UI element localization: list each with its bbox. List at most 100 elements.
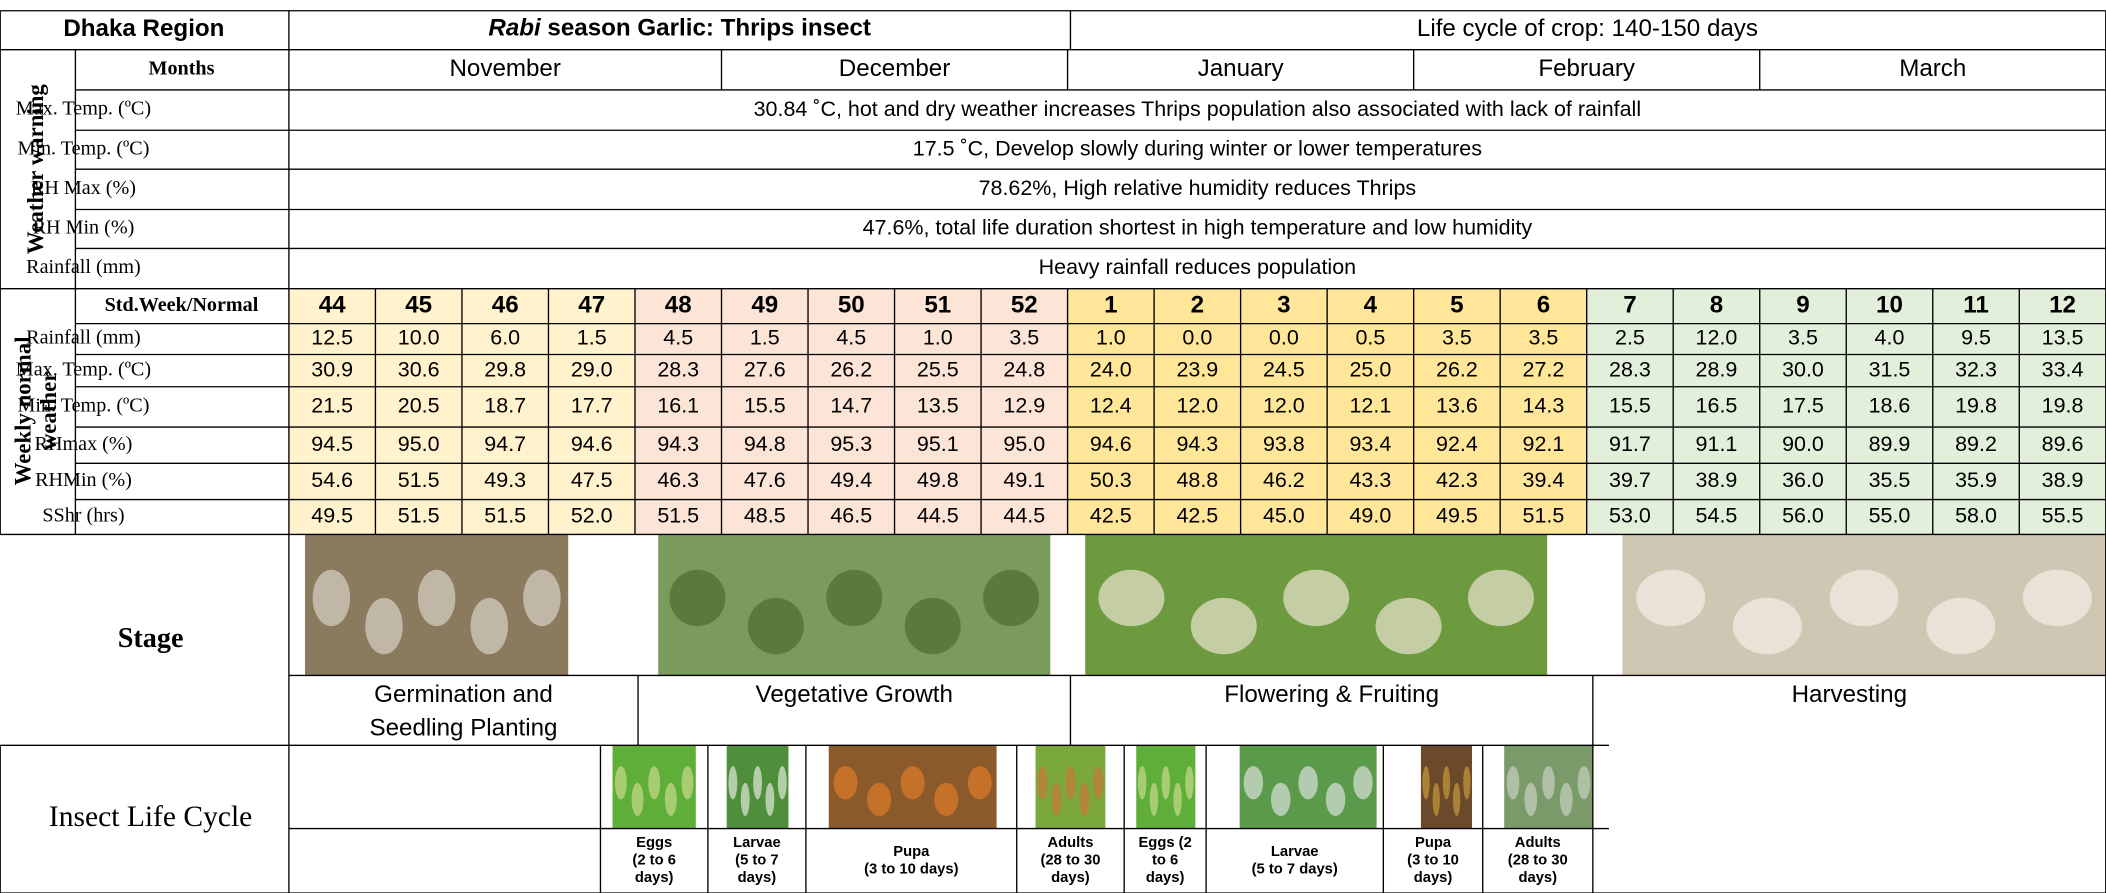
weather-value: 4.5: [836, 326, 866, 350]
weather-value: 51.5: [398, 504, 440, 528]
weather-value: 49.4: [830, 468, 872, 492]
weather-value: 35.9: [1955, 468, 1997, 492]
weather-value: 45.0: [1263, 504, 1305, 528]
weather-value: 51.5: [1523, 504, 1565, 528]
photo-detail: [1376, 598, 1442, 654]
photo-detail: [1433, 783, 1440, 816]
warning-text: 47.6%, total life duration shortest in h…: [863, 216, 1533, 240]
photo-detail: [1926, 598, 1995, 654]
weather-value: 94.6: [1090, 432, 1132, 456]
photo-detail: [2023, 570, 2092, 626]
photo-detail: [669, 570, 725, 626]
weather-value: 1.0: [923, 326, 953, 350]
row-label: Months: [148, 57, 214, 79]
weather-value: 90.0: [1782, 432, 1824, 456]
weather-value: 23.9: [1176, 357, 1218, 381]
photo-detail: [470, 598, 508, 654]
weather-value: 51.5: [484, 504, 526, 528]
weather-value: 94.3: [657, 432, 699, 456]
insect-stage: (28 to 30: [1041, 853, 1101, 869]
weather-value: 91.1: [1696, 432, 1738, 456]
photo-detail: [1578, 766, 1591, 799]
weather-value: 36.0: [1782, 468, 1824, 492]
photo: [1421, 745, 1472, 828]
weather-value: 39.4: [1523, 468, 1565, 492]
weather-value: 30.6: [398, 357, 440, 381]
week: 47: [578, 292, 605, 319]
insect-stage: Larvae: [733, 835, 781, 851]
week: 6: [1537, 292, 1550, 319]
weather-value: 39.7: [1609, 468, 1651, 492]
insect-stage: days): [1146, 870, 1185, 886]
photo-detail: [1138, 766, 1146, 799]
weather-value: 16.1: [657, 394, 699, 418]
weather-value: 10.0: [398, 326, 440, 350]
weather-value: 3.5: [1009, 326, 1039, 350]
weather-value: 89.6: [2042, 432, 2084, 456]
weather-value: 1.0: [1096, 326, 1126, 350]
stage-name: Germination and: [374, 681, 553, 708]
weather-value: 12.0: [1176, 394, 1218, 418]
weather-value: 15.5: [744, 394, 786, 418]
stage-label: Stage: [118, 623, 184, 654]
week: 5: [1450, 292, 1463, 319]
photo: [1136, 745, 1195, 828]
photo-detail: [901, 766, 925, 799]
weather-value: 25.5: [917, 357, 959, 381]
crop-title-rest: season Garlic: Thrips insect: [547, 15, 871, 42]
weather-value: 17.5: [1782, 394, 1824, 418]
photo-detail: [748, 598, 804, 654]
photo-detail: [834, 766, 858, 799]
weather-value: 20.5: [398, 394, 440, 418]
weather-value: 54.6: [311, 468, 353, 492]
weather-value: 3.5: [1529, 326, 1559, 350]
insect-stage: (5 to 7: [735, 853, 778, 869]
insect-stage: (3 to 10: [1407, 853, 1459, 869]
weather-value: 21.5: [311, 394, 353, 418]
photo-detail: [934, 783, 958, 816]
week: 11: [1963, 292, 1989, 319]
weather-value: 93.4: [1349, 432, 1391, 456]
weather-value: 12.9: [1003, 394, 1045, 418]
weather-value: 44.5: [1003, 504, 1045, 528]
insect-stage: (3 to 10 days): [864, 861, 958, 877]
week: 10: [1876, 292, 1903, 319]
garlic-calendar: Dhaka RegionRabiseason Garlic: Thrips in…: [0, 0, 2106, 893]
weather-value: 25.0: [1349, 357, 1391, 381]
month: January: [1198, 55, 1285, 82]
weather-value: 56.0: [1782, 504, 1824, 528]
photo: [829, 745, 997, 828]
photo-detail: [1052, 783, 1062, 816]
photo-detail: [1507, 766, 1520, 799]
week: 50: [838, 292, 865, 319]
crop-title-italic: Rabi: [488, 15, 542, 42]
weather-value: 94.6: [571, 432, 613, 456]
photo-detail: [1283, 570, 1349, 626]
photo-detail: [1162, 766, 1170, 799]
page: {"header": {"region": "Dhaka Region", "t…: [0, 0, 2106, 893]
weather-value: 94.8: [744, 432, 786, 456]
row-label: Min. Temp. (ºC): [17, 395, 149, 417]
photo-detail: [826, 570, 882, 626]
weather-value: 14.3: [1523, 394, 1565, 418]
month: March: [1899, 55, 1966, 82]
week: 49: [751, 292, 778, 319]
insect-label: Insect Life Cycle: [49, 801, 252, 833]
stage-name: Harvesting: [1792, 681, 1907, 708]
weather-value: 95.1: [917, 432, 959, 456]
photo-detail: [365, 598, 403, 654]
photo-detail: [1326, 783, 1346, 816]
weather-value: 3.5: [1788, 326, 1818, 350]
photo-detail: [1468, 570, 1534, 626]
weather-value: 49.3: [484, 468, 526, 492]
insect-stage: Pupa: [893, 844, 930, 860]
weather-value: 54.5: [1696, 504, 1738, 528]
photo-detail: [1830, 570, 1899, 626]
weather-value: 95.3: [830, 432, 872, 456]
weather-value: 13.6: [1436, 394, 1478, 418]
weather-value: 19.8: [1955, 394, 1997, 418]
photo-detail: [313, 570, 351, 626]
week: 12: [2049, 292, 2076, 319]
weather-value: 29.0: [571, 357, 613, 381]
photo-detail: [778, 766, 787, 799]
